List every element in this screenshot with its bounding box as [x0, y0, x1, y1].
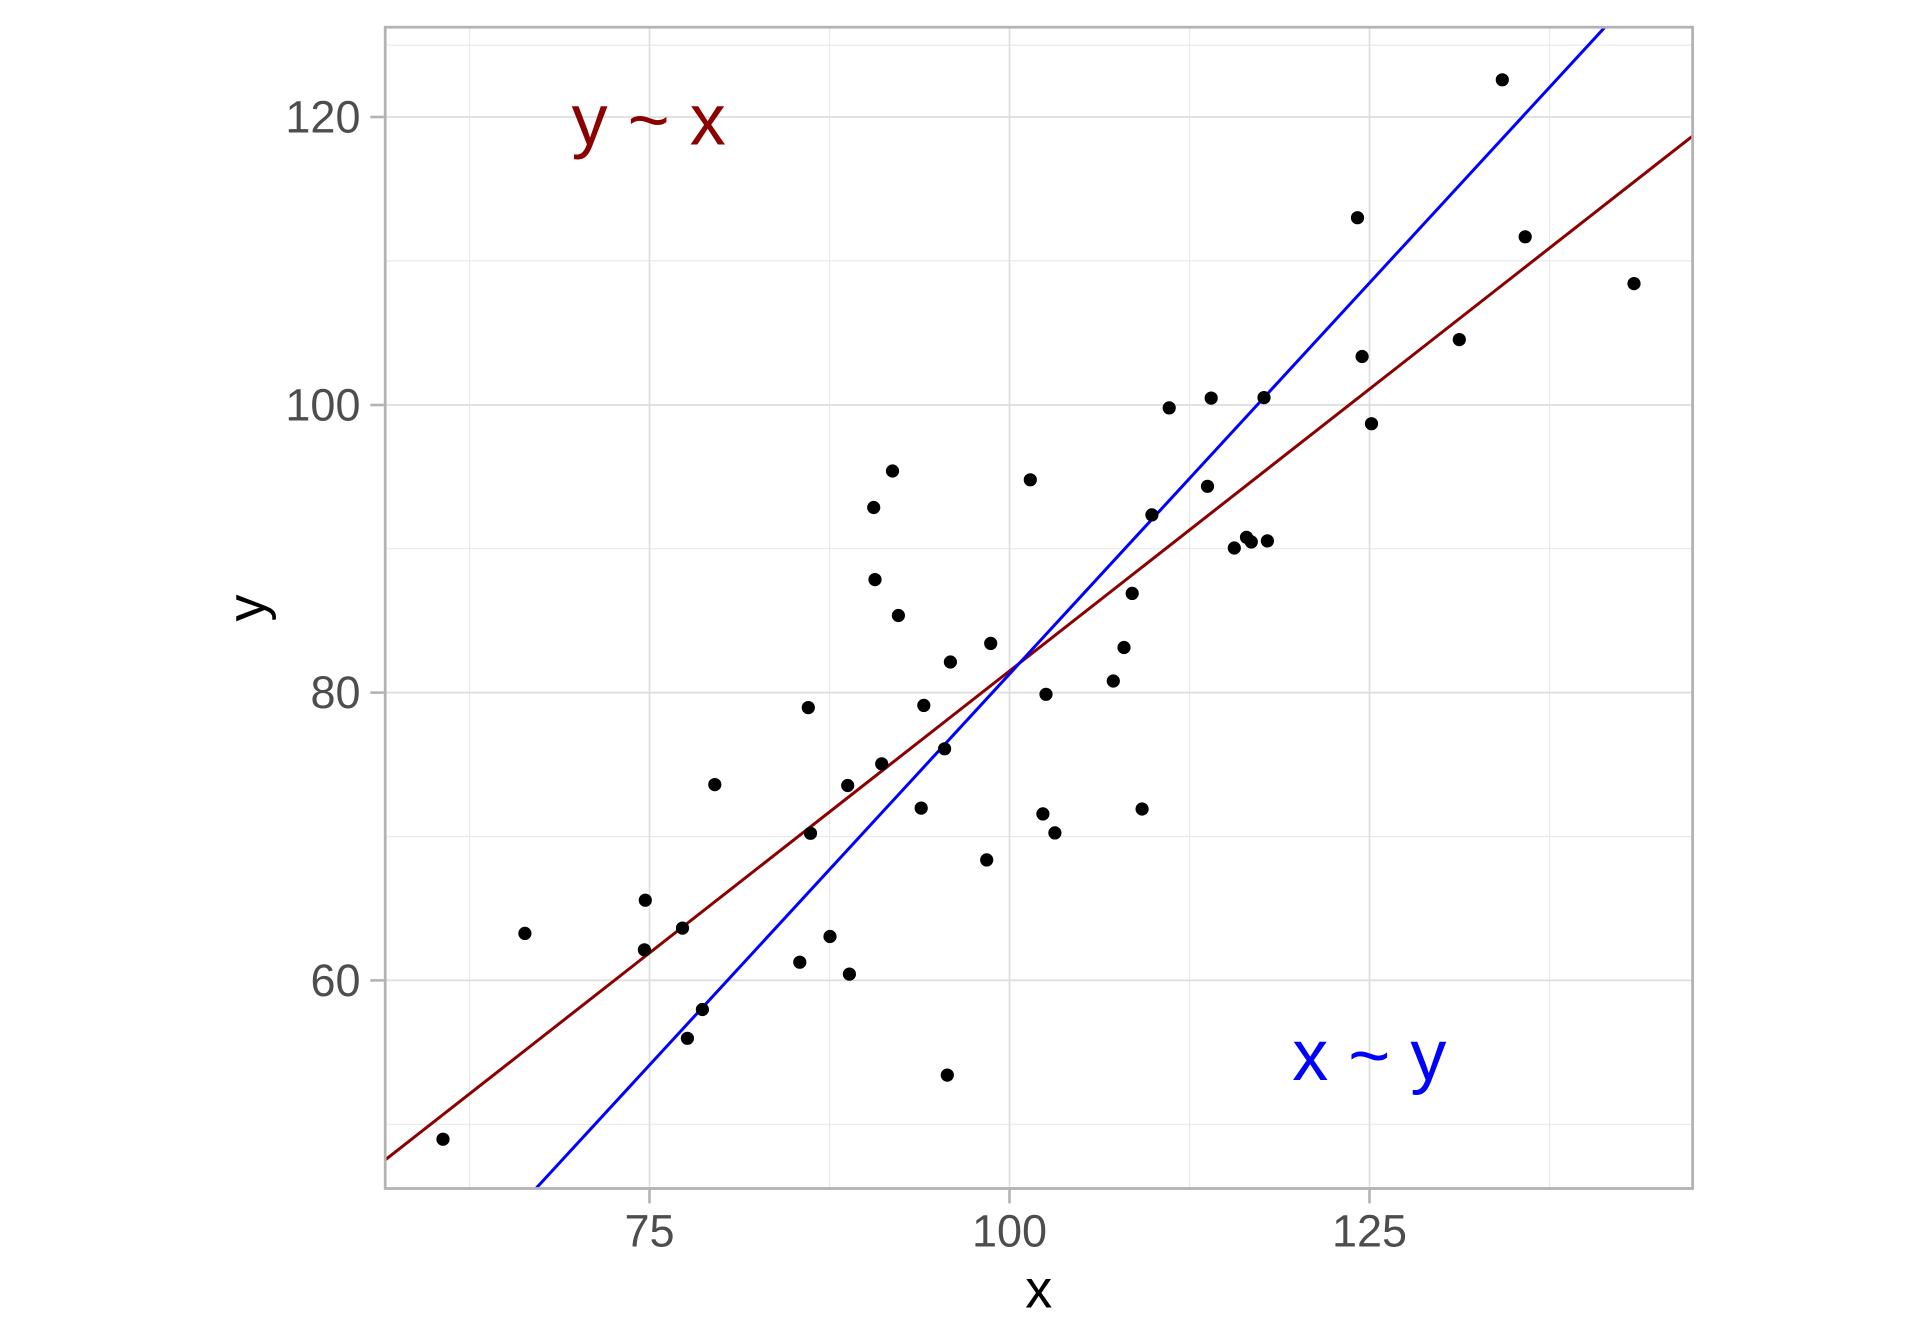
- svg-text:120: 120: [285, 92, 360, 143]
- svg-text:y: y: [217, 595, 277, 622]
- svg-text:y ~ x: y ~ x: [572, 81, 726, 161]
- svg-text:125: 125: [1332, 1205, 1407, 1256]
- svg-text:100: 100: [972, 1205, 1047, 1256]
- svg-text:75: 75: [624, 1205, 674, 1256]
- svg-text:100: 100: [285, 380, 360, 431]
- svg-text:60: 60: [310, 955, 360, 1006]
- svg-text:x: x: [1025, 1260, 1052, 1320]
- svg-text:x ~ y: x ~ y: [1292, 1016, 1446, 1096]
- svg-text:80: 80: [310, 667, 360, 718]
